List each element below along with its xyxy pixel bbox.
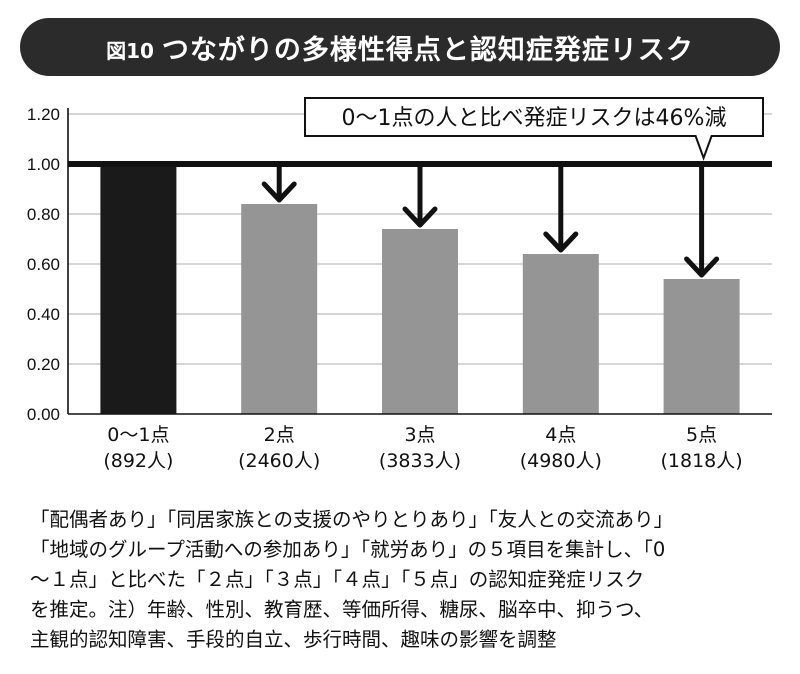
- x-tick-label: 5点: [686, 424, 717, 446]
- x-tick-sublabel: (4980人): [520, 450, 602, 472]
- chart-title: つながりの多様性得点と認知症発症リスク: [161, 34, 694, 66]
- bar: [241, 204, 318, 414]
- x-tick-sublabel: (3833人): [379, 450, 461, 472]
- y-tick-label: 0.80: [27, 205, 60, 224]
- bar-chart: 0.00 0.20 0.40 0.60 0.80 1.00 1.20 0〜1点 (892人) 2点…: [27, 97, 772, 472]
- figure-label: 図10: [106, 38, 154, 63]
- arrow-head: [402, 206, 438, 228]
- bar: [522, 254, 599, 414]
- y-tick-label: 1.00: [27, 155, 60, 174]
- bar: [382, 229, 458, 414]
- y-tick-label: 0.60: [27, 255, 60, 274]
- title-banner: 図10 つながりの多様性得点と認知症発症リスク: [20, 18, 780, 76]
- x-tick-label: 0〜1点: [107, 424, 169, 446]
- x-tick-label: 4点: [545, 424, 576, 446]
- x-tick-sublabel: (892人): [103, 450, 173, 472]
- arrow-head: [261, 181, 297, 203]
- footnote: 「配偶者あり」「同居家族との支援のやりとりあり」「友人との交流あり」 「地域のグ…: [30, 505, 770, 655]
- arrow-head: [684, 256, 720, 278]
- y-tick-label: 0.00: [27, 405, 60, 424]
- x-tick-label: 2点: [264, 424, 295, 446]
- footnote-line: 〜１点」と比べた「２点」「３点」「４点」「５点」の認知症発症リスク: [30, 568, 645, 591]
- footnote-line: を推定。注）年齢、性別、教育歴、等価所得、糖尿、脳卒中、抑うつ、: [30, 598, 654, 621]
- x-tick-label: 3点: [404, 424, 435, 446]
- footnote-line: 「地域のグループ活動への参加あり」「就労あり」の５項目を集計し、「0: [30, 538, 666, 561]
- footnote-line: 主観的認知障害、手段的自立、歩行時間、趣味の影響を調整: [30, 628, 557, 651]
- footnote-line: 「配偶者あり」「同居家族との支援のやりとりあり」「友人との交流あり」: [30, 508, 674, 531]
- bar: [100, 164, 177, 414]
- bar: [663, 279, 740, 414]
- callout-box: [304, 97, 764, 161]
- y-tick-label: 0.40: [27, 305, 60, 324]
- arrow-head: [543, 231, 579, 253]
- y-tick-label: 0.20: [27, 355, 60, 374]
- callout-text: 0〜1点の人と比べ発症リスクは46%減: [342, 106, 727, 131]
- x-tick-sublabel: (2460人): [238, 450, 320, 472]
- y-tick-label: 1.20: [27, 105, 60, 124]
- x-tick-sublabel: (1818人): [661, 450, 743, 472]
